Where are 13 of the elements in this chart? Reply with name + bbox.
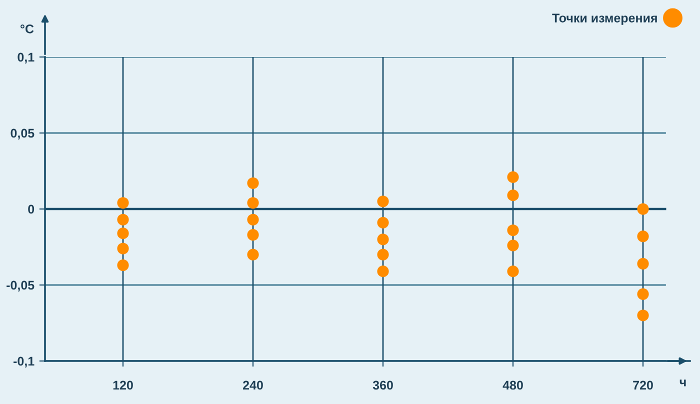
y-tick-label: 0,05: [10, 128, 34, 140]
x-tick-label: 480: [502, 380, 523, 390]
y-tick-label: -0,1: [14, 356, 34, 368]
x-tick-label: 360: [372, 380, 393, 390]
y-axis-title: °C: [20, 24, 34, 34]
x-tick-label: 240: [243, 380, 263, 390]
y-tick-label: 0,1: [18, 52, 34, 64]
legend-label: Точки измерения: [552, 14, 657, 25]
x-axis-title: ч: [680, 380, 686, 386]
x-tick-label: 120: [113, 380, 133, 390]
x-tick-label: 720: [633, 380, 653, 390]
y-tick-label: -0,05: [6, 280, 34, 292]
y-tick-label: 0: [28, 204, 34, 214]
